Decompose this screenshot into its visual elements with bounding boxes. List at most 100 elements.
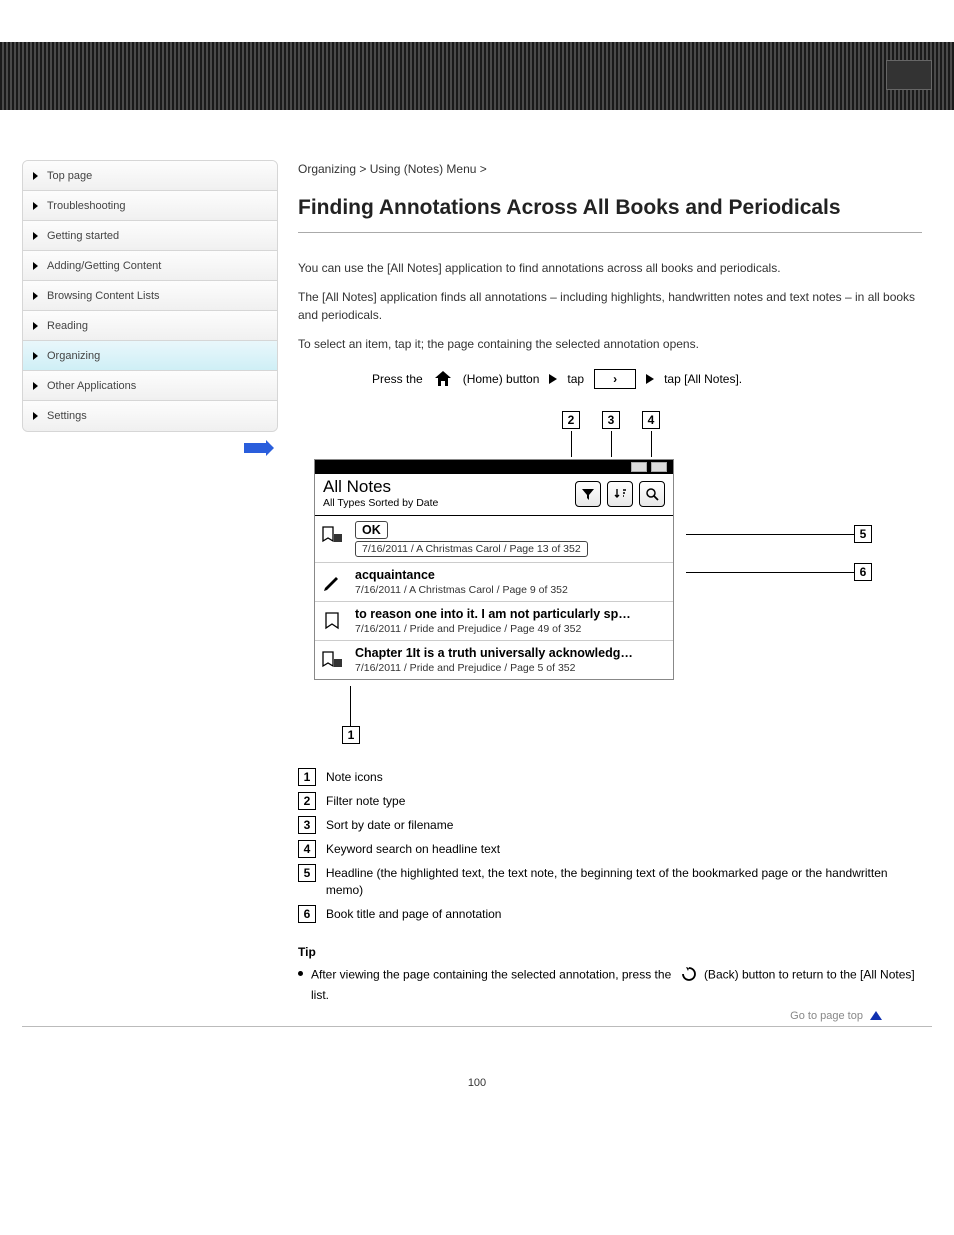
arrow-icon [244, 443, 266, 453]
wifi-icon [631, 462, 647, 472]
sidebar-item-label: Top page [47, 170, 92, 182]
sidebar: Top page Troubleshooting Getting started… [22, 160, 278, 1022]
sidebar-item-label: Other Applications [47, 380, 136, 392]
device-figure: 2 3 4 All Notes All Types Sorted by Date [314, 411, 922, 744]
status-bar [315, 460, 673, 474]
sidebar-item-settings[interactable]: Settings [23, 401, 277, 431]
main-content: Organizing > Using (Notes) Menu > Findin… [298, 160, 932, 1022]
sort-button[interactable] [607, 481, 633, 507]
legend-text: Book title and page of annotation [326, 905, 501, 923]
legend-text: Headline (the highlighted text, the text… [326, 864, 922, 899]
go-to-top-label: Go to page top [790, 1010, 863, 1022]
sidebar-item-label: Settings [47, 410, 87, 422]
rule [298, 232, 922, 233]
sidebar-item-label: Reading [47, 320, 88, 332]
tip-heading: Tip [298, 945, 922, 959]
legend-text: Filter note type [326, 792, 405, 810]
sidebar-item-troubleshooting[interactable]: Troubleshooting [23, 191, 277, 221]
note-title: to reason one into it. I am not particul… [355, 607, 631, 621]
note-row[interactable]: Chapter 1It is a truth universally ackno… [315, 641, 673, 679]
bookmark-note-icon [317, 521, 347, 549]
instruction-row: Press the (Home) button tap › tap [All N… [372, 369, 922, 389]
callout-4: 4 [642, 411, 660, 429]
page-title: Finding Annotations Across All Books and… [298, 196, 922, 220]
screen-title: All Notes [323, 478, 438, 497]
go-to-top[interactable]: Go to page top [298, 1004, 922, 1022]
bullet-icon [298, 971, 303, 976]
bookmark-icon [317, 607, 347, 635]
breadcrumb: Organizing > Using (Notes) Menu > [298, 160, 922, 178]
note-title: Chapter 1It is a truth universally ackno… [355, 646, 633, 660]
top-callouts: 2 3 4 [562, 411, 922, 457]
sidebar-item-label: Adding/Getting Content [47, 260, 161, 272]
page-number: 100 [0, 1077, 954, 1117]
legend-text: Sort by date or filename [326, 816, 453, 834]
sidebar-item-getting-started[interactable]: Getting started [23, 221, 277, 251]
intro-3: To select an item, tap it; the page cont… [298, 335, 922, 354]
bc-home-label: (Home) button [463, 372, 540, 386]
screen-subtitle: All Types Sorted by Date [323, 497, 438, 509]
note-row[interactable]: to reason one into it. I am not particul… [315, 602, 673, 641]
sidebar-item-browsing[interactable]: Browsing Content Lists [23, 281, 277, 311]
sidebar-item-top[interactable]: Top page [23, 161, 277, 191]
note-meta: 7/16/2011 / Pride and Prejudice / Page 4… [355, 623, 581, 635]
battery-icon [651, 462, 667, 472]
callout-3: 3 [602, 411, 620, 429]
note-row[interactable]: acquaintance 7/16/2011 / A Christmas Car… [315, 563, 673, 602]
device-header: All Notes All Types Sorted by Date [315, 474, 673, 516]
note-row[interactable]: OK 7/16/2011 / A Christmas Carol / Page … [315, 516, 673, 563]
sidebar-list: Top page Troubleshooting Getting started… [22, 160, 278, 432]
device-screenshot: All Notes All Types Sorted by Date [314, 459, 674, 680]
below-callout: 1 [342, 686, 922, 744]
tip-text-a: After viewing the page containing the se… [311, 967, 671, 981]
chevron-right-icon: › [613, 372, 617, 386]
callout-6: 6 [854, 563, 872, 581]
legend-text: Keyword search on headline text [326, 840, 500, 858]
callout-1: 1 [342, 726, 360, 744]
note-meta: 7/16/2011 / A Christmas Carol / Page 13 … [355, 541, 588, 557]
legend-num: 6 [298, 905, 316, 923]
callout-5: 5 [854, 525, 872, 543]
legend: 1 Note icons 2 Filter note type 3 Sort by d… [298, 768, 922, 923]
sidebar-item-label: Troubleshooting [47, 200, 125, 212]
header-stripe [0, 42, 954, 110]
arrow-icon [549, 374, 557, 384]
footer-rule [22, 1026, 932, 1027]
back-icon [679, 965, 697, 986]
home-icon [433, 369, 453, 389]
sidebar-item-label: Browsing Content Lists [47, 290, 160, 302]
tip-block: Tip After viewing the page containing th… [298, 945, 922, 1004]
sidebar-item-label: Getting started [47, 230, 119, 242]
bc-app: tap [All Notes]. [664, 372, 742, 386]
callout-2: 2 [562, 411, 580, 429]
sidebar-item-adding-content[interactable]: Adding/Getting Content [23, 251, 277, 281]
sidebar-item-organizing[interactable]: Organizing [23, 341, 277, 371]
legend-num: 3 [298, 816, 316, 834]
header-print-box [886, 60, 932, 90]
note-title: OK [355, 521, 388, 539]
intro-2: The [All Notes] application finds all an… [298, 288, 922, 325]
triangle-up-icon [870, 1011, 882, 1020]
note-meta: 7/16/2011 / A Christmas Carol / Page 9 o… [355, 584, 568, 596]
legend-num: 1 [298, 768, 316, 786]
pencil-icon [317, 568, 347, 596]
note-title: acquaintance [355, 568, 435, 582]
legend-num: 5 [298, 864, 316, 882]
sidebar-item-label: Organizing [47, 350, 100, 362]
bookmark-note-icon [317, 646, 347, 674]
bc-step: Press the [372, 372, 423, 386]
apps-button[interactable]: › [594, 369, 636, 389]
legend-num: 4 [298, 840, 316, 858]
sidebar-item-reading[interactable]: Reading [23, 311, 277, 341]
sidebar-search-link[interactable] [22, 432, 278, 456]
legend-num: 2 [298, 792, 316, 810]
bc-tap: tap [567, 372, 584, 386]
legend-text: Note icons [326, 768, 383, 786]
arrow-icon [646, 374, 654, 384]
search-button[interactable] [639, 481, 665, 507]
intro-1: You can use the [All Notes] application … [298, 259, 922, 278]
note-meta: 7/16/2011 / Pride and Prejudice / Page 5… [355, 662, 575, 674]
sidebar-item-other-apps[interactable]: Other Applications [23, 371, 277, 401]
tip-text: After viewing the page containing the se… [311, 965, 922, 1004]
filter-button[interactable] [575, 481, 601, 507]
